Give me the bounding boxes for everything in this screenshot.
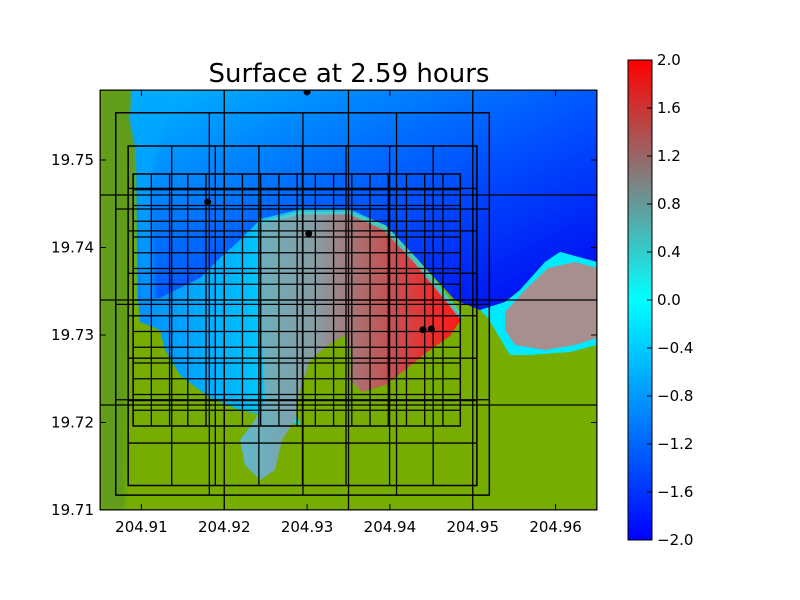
x-tick-label: 204.95 <box>447 518 500 536</box>
x-tick-label: 204.92 <box>198 518 251 536</box>
x-tick-label: 204.93 <box>281 518 334 536</box>
gauge-marker <box>427 325 435 333</box>
y-tick-label: 19.75 <box>51 151 94 169</box>
x-tick-label: 204.96 <box>529 518 582 536</box>
colorbar-axis: 2.0 1.6 1.2 0.8 0.4 0.0 −0.4 −0.8 −1.2 −1.6 −2.0 <box>647 51 693 549</box>
colorbar-tick-label: 0.8 <box>657 195 681 213</box>
amr-grid <box>100 90 597 510</box>
y-tick-label: 19.71 <box>51 501 94 519</box>
colorbar-tick-label: 0.0 <box>657 291 681 309</box>
colorbar-tick-label: 0.4 <box>657 243 681 261</box>
y-axis: 19.71 19.72 19.73 19.74 19.75 <box>51 151 597 519</box>
plot-frame <box>99 89 598 511</box>
east-inlet-flood <box>505 262 597 350</box>
gauge-markers <box>204 90 435 334</box>
colorbar-tick-label: −0.4 <box>657 339 693 357</box>
chart-title: Surface at 2.59 hours <box>209 59 490 89</box>
x-tick-label: 204.91 <box>115 518 168 536</box>
x-axis: 204.91 204.92 204.93 204.94 204.95 204.96 <box>115 90 582 536</box>
ocean-deep <box>130 90 597 310</box>
gauge-marker <box>204 198 212 206</box>
y-tick-label: 19.73 <box>51 326 94 344</box>
gauge-marker <box>419 326 427 334</box>
colorbar-tick-label: −0.8 <box>657 387 693 405</box>
colorbar-tick-label: −1.2 <box>657 435 693 453</box>
colorbar-tick-label: 1.6 <box>657 99 681 117</box>
colorbar-tick-label: −1.6 <box>657 483 693 501</box>
gauge-marker <box>305 230 313 237</box>
colorbar-tick-label: −2.0 <box>657 531 693 549</box>
x-tick-label: 204.94 <box>364 518 417 536</box>
amr-patch-level-4 <box>132 173 462 427</box>
y-tick-label: 19.72 <box>51 414 94 432</box>
colorbar-tick-label: 2.0 <box>657 51 681 69</box>
y-tick-label: 19.74 <box>51 239 94 257</box>
colorbar-tick-label: 1.2 <box>657 147 681 165</box>
